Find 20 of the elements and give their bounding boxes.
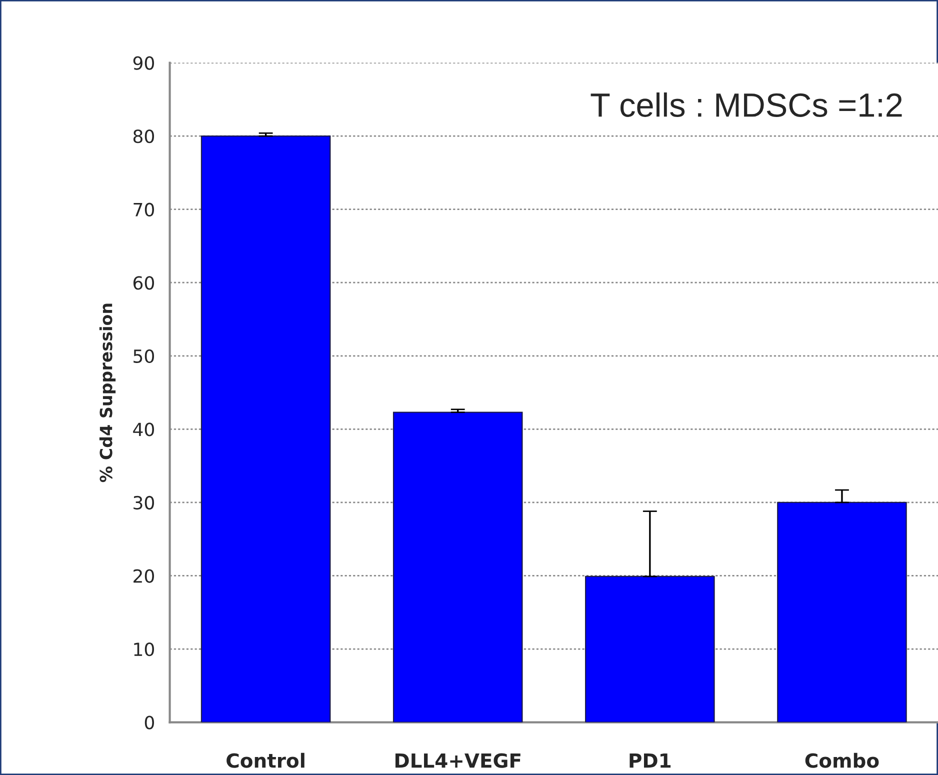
y-tick-label: 40 (133, 422, 154, 436)
x-tick-label: DLL4+VEGF (395, 753, 520, 768)
y-tick-label: 50 (134, 349, 154, 364)
bar (585, 576, 715, 722)
y-tick-label: 20 (134, 569, 154, 583)
x-tick-label: Control (226, 752, 304, 768)
y-tick-label: 0 (144, 716, 154, 730)
y-tick-label: 70 (134, 202, 154, 216)
annotation: T cells : MDSCs =1:2 (590, 92, 902, 117)
y-tick-label: 30 (134, 496, 154, 510)
bar (777, 502, 907, 722)
bar (200, 136, 331, 722)
x-tick-label: PD1 (630, 753, 671, 768)
y-axis-title: % Cd4 Suppression (99, 304, 116, 482)
y-tick-label: 10 (134, 642, 154, 656)
y-tick-label: 60 (133, 276, 154, 290)
bar (392, 412, 523, 722)
y-tick-label: 90 (133, 56, 154, 70)
y-tick-label: 80 (133, 130, 154, 144)
x-tick-label: Combo (805, 752, 879, 768)
